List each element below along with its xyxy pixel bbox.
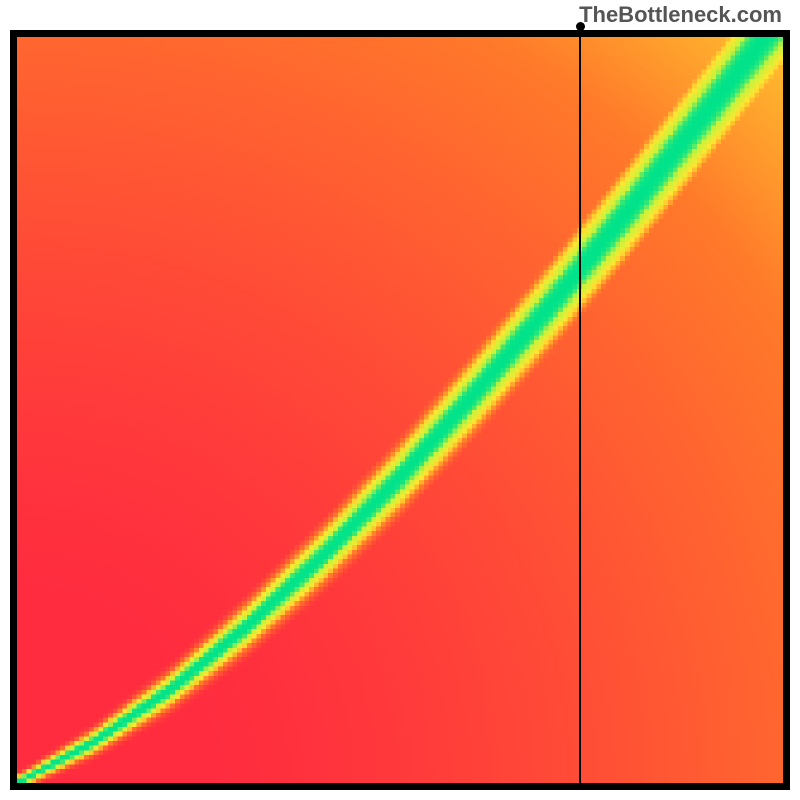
bottleneck-heatmap (17, 37, 783, 783)
gpu-indicator-dot (576, 22, 585, 31)
chart-frame (10, 30, 790, 790)
watermark-text: TheBottleneck.com (579, 2, 782, 28)
gpu-indicator-line (579, 37, 581, 783)
